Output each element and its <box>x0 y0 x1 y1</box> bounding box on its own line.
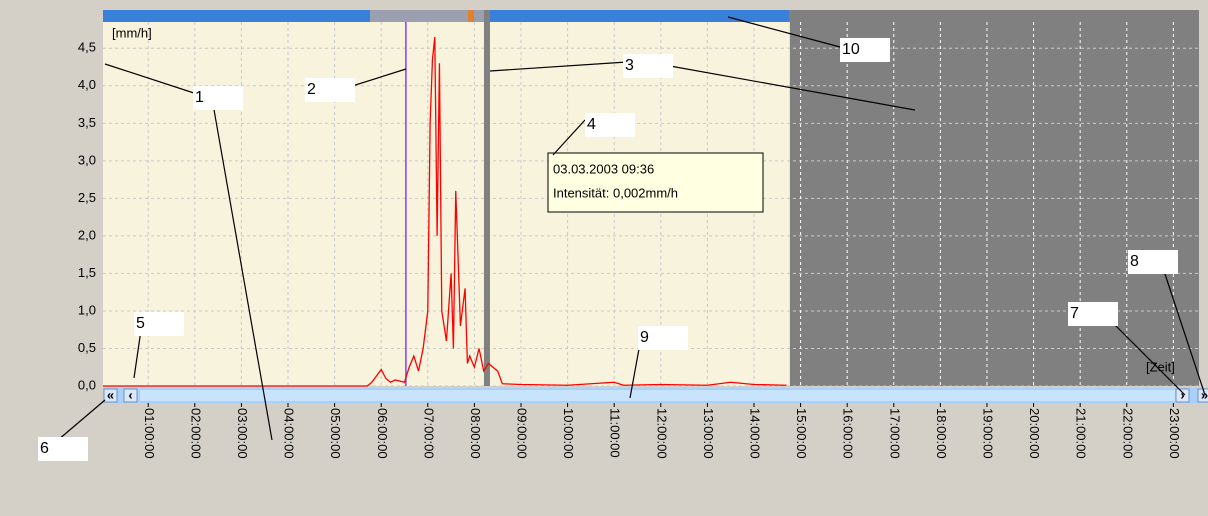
scroll-button-label: › <box>1180 387 1184 402</box>
annotation-label: 9 <box>640 329 649 346</box>
annotation-box <box>305 78 355 102</box>
no-data-region <box>789 22 1199 386</box>
y-tick-label: 1,0 <box>78 302 96 317</box>
annotation-box <box>193 86 243 110</box>
annotation-box <box>1068 302 1118 326</box>
scroll-button-label: « <box>107 387 114 402</box>
annotation-box <box>1128 250 1178 274</box>
scroll-button[interactable] <box>1197 388 1208 403</box>
leader-line <box>1161 264 1206 396</box>
annotation-box <box>638 326 688 350</box>
y-tick-label: 3,0 <box>78 152 96 167</box>
y-tick-label: 0,5 <box>78 340 96 355</box>
y-tick-label: 3,5 <box>78 115 96 130</box>
x-tick-label: 05:00:00 <box>328 408 343 459</box>
status-bar-segment <box>468 10 474 22</box>
x-tick-label: 01:00:00 <box>142 408 157 459</box>
x-tick-label: 03:00:00 <box>235 408 250 459</box>
scrollbar-thumb <box>140 390 1175 401</box>
annotation-label: 3 <box>625 57 634 74</box>
x-tick-label: 02:00:00 <box>188 408 203 459</box>
x-tick-label: 09:00:00 <box>515 408 530 459</box>
leader-line <box>669 65 916 111</box>
x-tick-label: 15:00:00 <box>794 408 809 459</box>
y-tick-label: 0,0 <box>78 377 96 392</box>
x-tick-label: 14:00:00 <box>748 408 763 459</box>
x-tick-label: 22:00:00 <box>1120 408 1135 459</box>
tooltip <box>547 152 764 213</box>
series-line <box>103 36 787 387</box>
annotation-label: 8 <box>1130 253 1139 270</box>
annotation-label: 6 <box>40 440 49 457</box>
x-tick-label: 20:00:00 <box>1027 408 1042 459</box>
x-tick-label: 18:00:00 <box>934 408 949 459</box>
scroll-button[interactable] <box>123 388 138 403</box>
status-bar-segment <box>370 10 490 22</box>
x-tick-label: 12:00:00 <box>654 408 669 459</box>
leader-line <box>104 63 201 96</box>
annotation-box <box>585 113 635 137</box>
scroll-button[interactable] <box>1175 388 1190 403</box>
x-tick-label: 04:00:00 <box>282 408 297 459</box>
x-tick-label: 21:00:00 <box>1074 408 1089 459</box>
annotation-box <box>38 437 88 461</box>
annotation-box <box>134 312 184 336</box>
leader-line <box>552 119 586 156</box>
y-tick-label: 4,5 <box>78 40 96 55</box>
leader-line <box>489 61 628 72</box>
annotation-label: 5 <box>136 315 145 332</box>
tooltip-text: 03.03.2003 09:36 <box>553 161 654 176</box>
x-tick-label: 10:00:00 <box>561 408 576 459</box>
x-tick-label: 17:00:00 <box>887 408 902 459</box>
x-tick-label: 11:00:00 <box>608 408 623 458</box>
status-bar-rest <box>789 10 1199 22</box>
x-tick-label: 08:00:00 <box>468 408 483 459</box>
y-tick-label: 4,0 <box>78 77 96 92</box>
x-axis-label: [Zeit] <box>1146 359 1175 374</box>
annotation-label: 4 <box>587 116 596 133</box>
annotation-label: 2 <box>307 81 316 98</box>
x-tick-label: 06:00:00 <box>375 408 390 459</box>
scroll-button[interactable] <box>103 388 118 403</box>
annotation-label: 1 <box>195 89 204 106</box>
x-tick-label: 13:00:00 <box>701 408 716 459</box>
annotation-label: 10 <box>842 41 860 58</box>
y-axis-label: [mm/h] <box>112 25 152 40</box>
annotation-label: 7 <box>1070 305 1079 322</box>
scroll-button-label: ‹ <box>128 387 132 402</box>
x-tick-label: 16:00:00 <box>841 408 856 459</box>
leader-line <box>212 103 273 441</box>
leader-line <box>57 399 106 441</box>
leader-line <box>727 16 841 48</box>
annotation-box <box>623 54 673 78</box>
leader-line <box>133 329 142 379</box>
leader-line <box>1114 324 1186 396</box>
x-tick-label: 23:00:00 <box>1167 408 1182 459</box>
tooltip-text: Intensität: 0,002mm/h <box>553 185 678 200</box>
y-tick-label: 1,5 <box>78 265 96 280</box>
x-tick-label: 07:00:00 <box>421 408 436 459</box>
x-tick-label: 19:00:00 <box>981 408 996 459</box>
y-tick-label: 2,5 <box>78 190 96 205</box>
annotation-box <box>840 38 890 62</box>
y-tick-label: 2,0 <box>78 227 96 242</box>
